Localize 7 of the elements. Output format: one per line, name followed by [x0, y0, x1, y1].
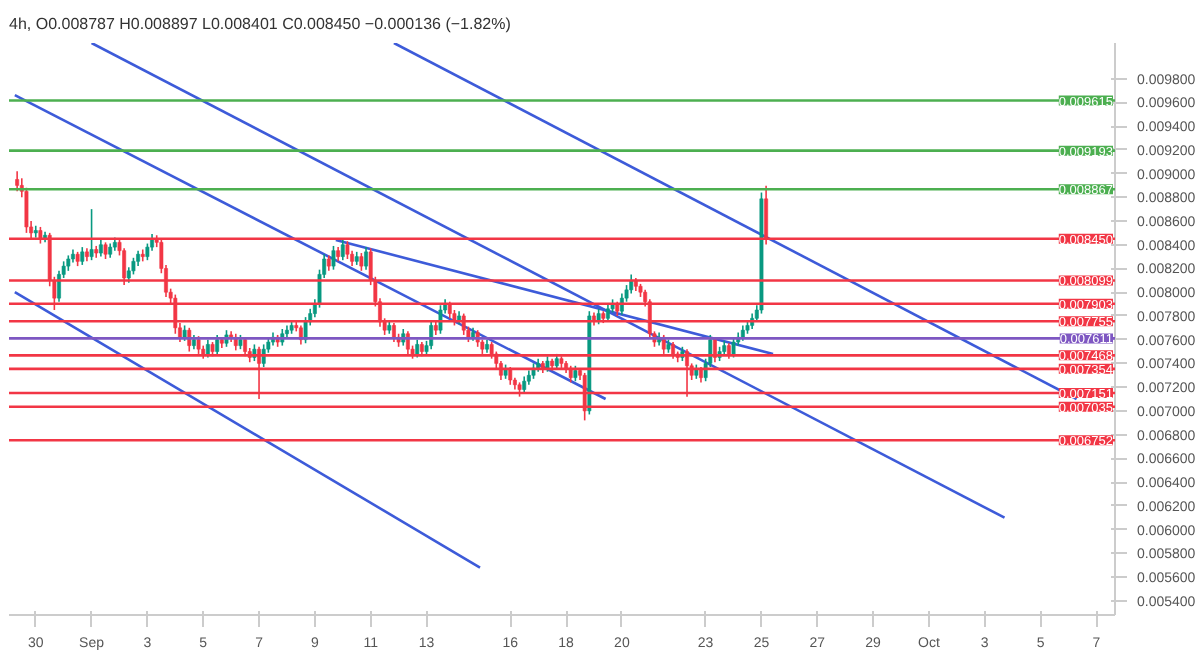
candlestick [215, 334, 220, 356]
candlestick [340, 238, 345, 261]
candlestick [364, 246, 368, 271]
chart-title: 4h, O0.008787 H0.008897 L0.008401 C0.008450 −0.000136 (−1.82%) [9, 15, 512, 33]
candlestick [331, 245, 336, 271]
candlestick [89, 208, 94, 261]
candlestick [140, 248, 145, 263]
